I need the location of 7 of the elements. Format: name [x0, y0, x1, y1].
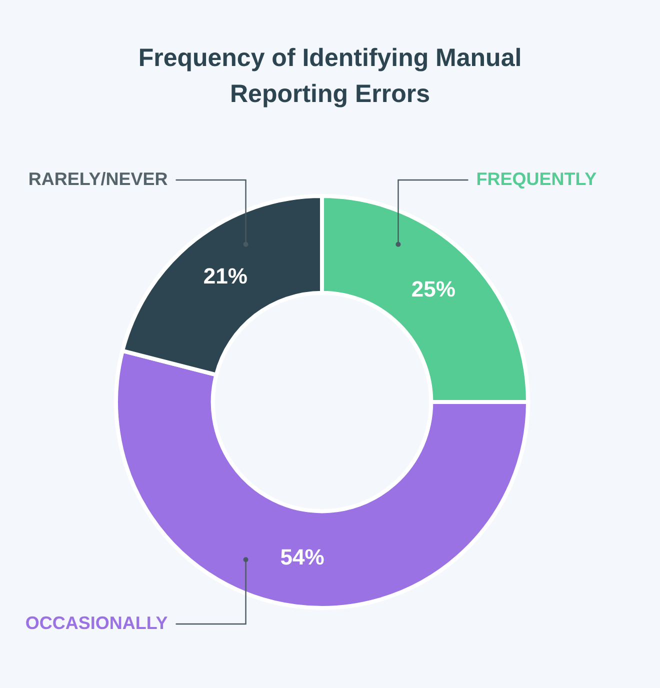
chart-title: Frequency of Identifying Manual Reporting Errors	[137, 43, 523, 110]
slice-label: OCCASIONALLY	[25, 612, 168, 633]
slice-label: RARELY/NEVER	[28, 168, 168, 189]
slice-label: FREQUENTLY	[476, 168, 597, 189]
data-label: 25%	[411, 276, 456, 302]
data-label: 21%	[203, 264, 248, 289]
data-label: 54%	[280, 544, 324, 570]
